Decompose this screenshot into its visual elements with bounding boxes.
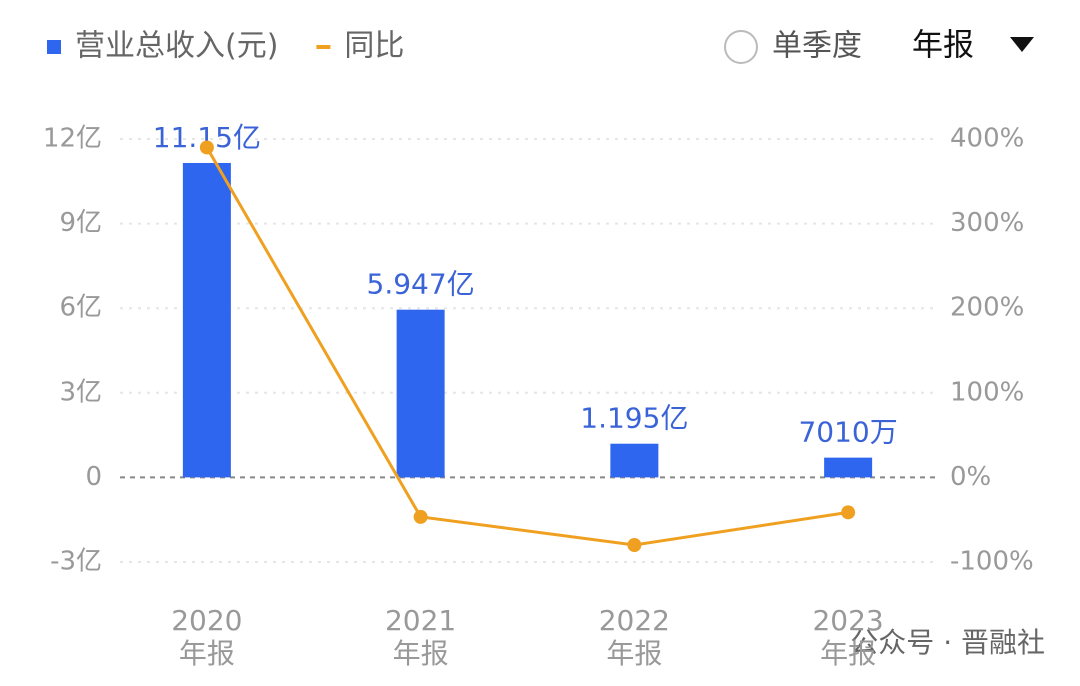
x-tick-label: 2022 年报 [599,604,670,670]
y-tick-label: 3亿 [59,377,102,407]
x-tick-line: 2023 [812,604,883,637]
y2-tick-label: 100% [950,377,1024,407]
x-tick-line: 2022 [599,604,670,637]
line-point [413,509,428,524]
bar [610,443,659,478]
legend-label: 同比 [344,29,404,64]
x-tick-line: 2020 [171,604,242,637]
data-label: 7010万 [798,416,897,449]
y2-tick-label: 200% [950,293,1024,323]
option-quarterly[interactable]: 单季度 [772,29,862,64]
data-label: 5.947亿 [367,268,475,301]
y-tick-label: 9亿 [59,208,102,238]
y-tick-label: 0 [85,462,102,492]
x-tick-line: 年报 [606,637,662,670]
line-point [199,140,214,155]
option-annual[interactable]: 年报 [912,28,974,64]
y-tick-label: -3亿 [50,547,102,577]
x-tick-label: 2023 年报 [812,604,883,670]
radio-button[interactable] [724,30,758,64]
y2-tick-label: -100% [950,547,1034,577]
x-tick-label: 2020 年报 [171,604,242,670]
watermark: 公众号 · 晋融社 [850,626,1045,659]
dropdown-arrow[interactable] [1010,37,1034,52]
y-tick-label: 6亿 [59,293,102,323]
y-tick-label: 12亿 [43,124,102,154]
x-tick-line: 年报 [820,637,876,670]
x-tick-line: 年报 [179,637,235,670]
bar [396,309,445,478]
legend-swatch [47,40,61,54]
data-label: 1.195亿 [580,402,688,435]
line-point [841,505,856,520]
line [205,146,849,547]
y2-tick-label: 0% [950,462,991,492]
legend-label: 营业总收入(元) [75,29,278,64]
y2-tick-label: 400% [950,124,1024,154]
bar [824,457,873,478]
legend-swatch [316,45,331,49]
x-tick-line: 2021 [385,604,456,637]
y2-tick-label: 300% [950,208,1024,238]
x-tick-line: 年报 [393,637,449,670]
x-tick-label: 2021 年报 [385,604,456,670]
bar [182,162,231,478]
line-point [627,537,642,552]
